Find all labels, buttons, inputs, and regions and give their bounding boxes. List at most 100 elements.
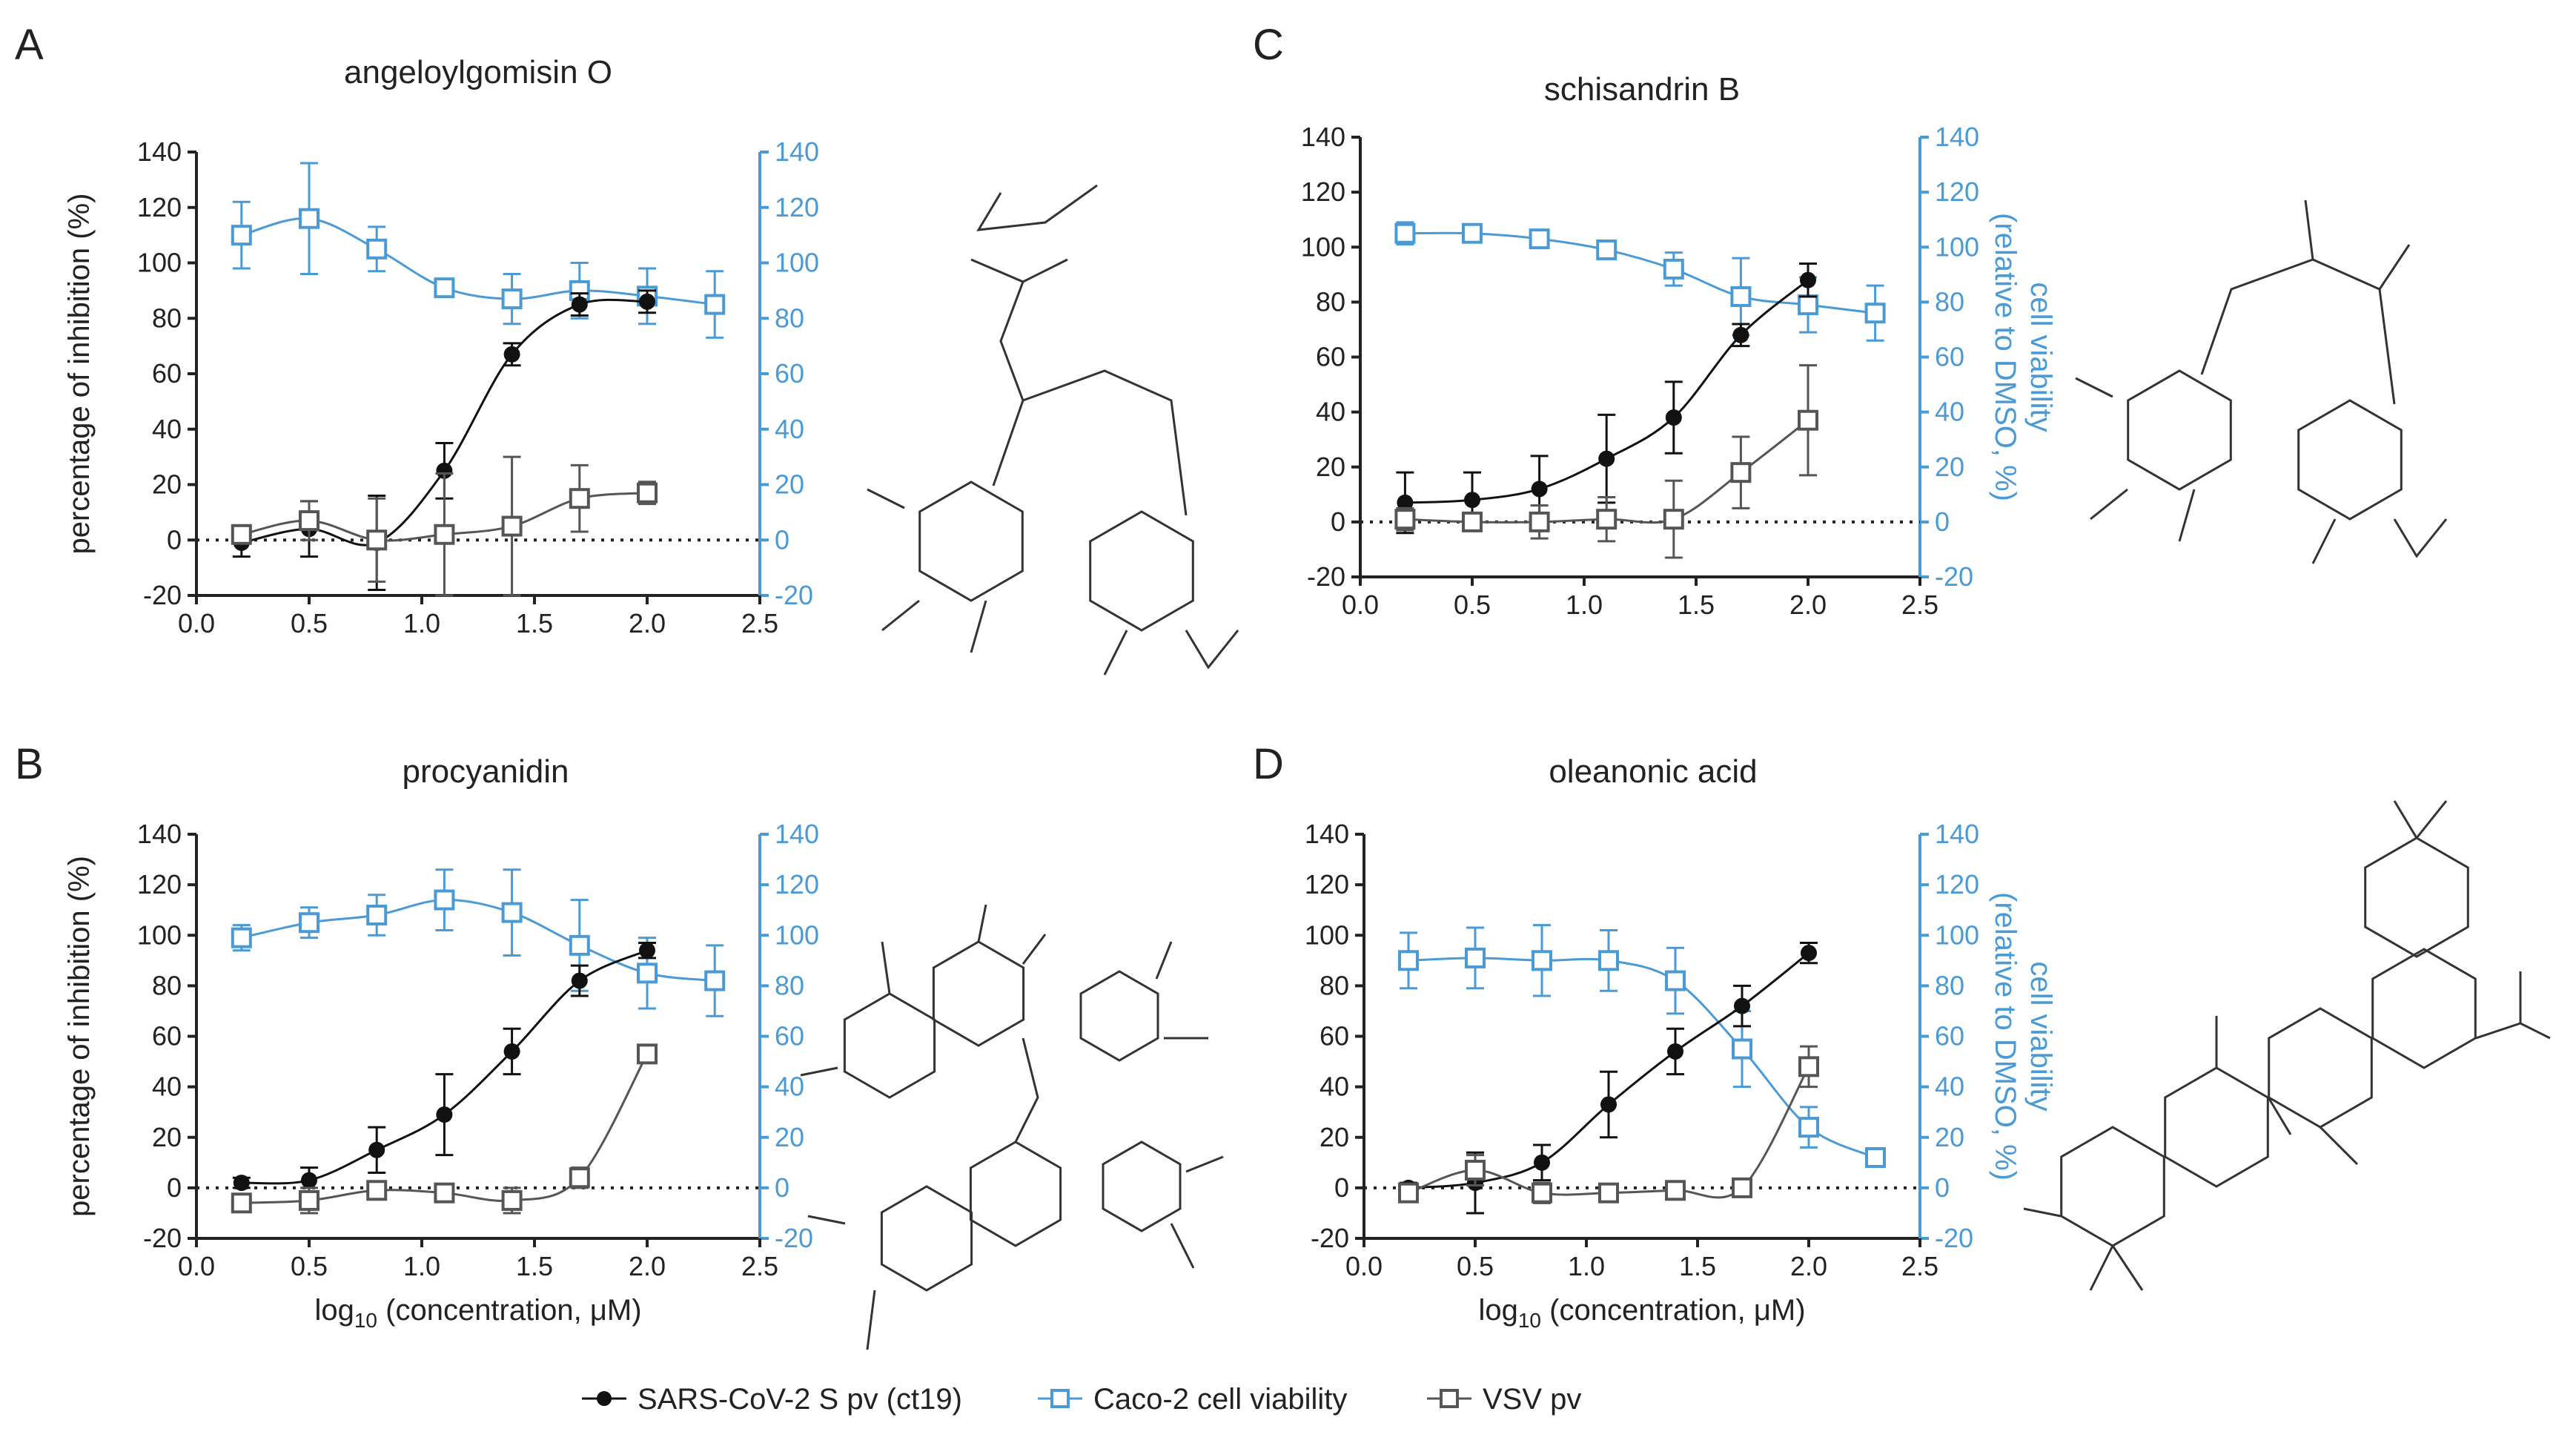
y-tick-label-left: 120 [137,192,182,222]
legend-item: SARS-CoV-2 S pv (ct19) [582,1383,962,1416]
x-tick-label: 0.0 [178,1251,215,1281]
y-tick-label-right: 20 [1935,452,1964,482]
y-tick-label-right: 20 [1935,1122,1964,1152]
data-point [1732,1038,1752,1060]
y-tick-label-right: 80 [1935,970,1964,1000]
data-point [571,972,588,989]
data-point [1663,258,1684,280]
y-axis-title-right: cell viability [2024,282,2057,432]
data-point [503,346,520,363]
data-point [501,1189,523,1211]
data-point [1798,409,1818,431]
y-tick-label-right: 80 [1935,286,1964,317]
chart-title: oleanonic acid [1549,753,1757,790]
data-point [1665,409,1682,426]
bond [918,481,1024,602]
chart-title: schisandrin B [1544,71,1740,108]
bond [867,488,987,653]
data-point [368,1141,385,1158]
x-tick-label: 1.5 [1678,590,1715,620]
y-axis-title-right: (relative to DMSO, %) [1989,892,2022,1181]
data-point [434,1182,455,1204]
panel-letter: C [1253,21,1284,69]
x-tick-label: 2.5 [741,1251,778,1281]
data-point [299,510,319,532]
y-tick-label-right: 80 [775,970,804,1000]
x-tick-label: 1.0 [403,1251,440,1281]
y-tick-label-left: 20 [152,469,182,500]
y-tick-label-left: 140 [137,136,182,167]
bond [2364,836,2469,958]
y-tick-label-right: 40 [775,414,804,444]
y-tick-label-left: 0 [167,1172,182,1203]
data-point [637,1043,658,1065]
y-tick-label-right: 120 [1935,176,1979,207]
y-tick-label-left: -20 [1311,1223,1349,1253]
y-tick-label-right: -20 [775,580,813,610]
y-axis-title-left: percentage of inhibition (%) [63,194,96,555]
y-tick-label-left: 100 [1301,231,1345,262]
data-point [1398,1182,1419,1204]
data-point [1730,462,1752,483]
data-point [434,277,455,299]
y-tick-label-right: 140 [1935,122,1979,152]
y-tick-label-right: 120 [775,869,819,899]
x-tick-label: 1.0 [403,608,440,638]
y-tick-label-left: 80 [1320,970,1349,1000]
y-tick-label-left: 40 [152,414,182,444]
bond [2268,1007,2373,1129]
y-tick-label-left: 40 [1320,1072,1349,1102]
data-point [231,927,252,948]
data-point [1464,492,1480,509]
bond [2164,1066,2269,1188]
data-point [501,515,523,537]
y-tick-label-right: 140 [1935,819,1979,849]
data-point [1734,997,1750,1014]
series-sars-cov-2-s-pv-ct19 [1396,262,1817,535]
y-tick-label-left: -20 [1307,561,1345,592]
y-tick-label-right: 0 [775,524,789,555]
bond [1079,970,1159,1062]
bond [2023,800,2551,1291]
bond [1103,630,1239,676]
data-point [1732,1177,1752,1198]
x-tick-label: 2.5 [1901,1251,1938,1281]
data-point [1394,509,1416,530]
y-tick-label-right: 20 [775,469,804,500]
x-tick-label: 1.5 [516,1251,553,1281]
data-point [571,296,588,313]
y-axis-title-right: cell viability [2024,961,2057,1111]
y-tick-label-left: 80 [152,970,182,1000]
data-point [301,1172,317,1189]
legend-label: SARS-CoV-2 S pv (ct19) [638,1383,962,1416]
bond [2127,369,2232,491]
x-tick-label: 2.0 [629,608,666,638]
data-point [1865,1147,1886,1168]
legend-marker [1440,1389,1459,1408]
y-tick-label-right: -20 [775,1223,813,1253]
x-tick-label: 0.0 [1345,1251,1383,1281]
legend-marker [1050,1389,1070,1408]
chart-title: angeloylgomisin O [344,54,612,90]
bond [2075,377,2196,542]
y-axis-title-right: (relative to DMSO, %) [1989,213,2022,501]
y-tick-label-left: 140 [1305,819,1349,849]
data-point [436,1106,453,1123]
y-tick-label-right: 120 [1935,869,1979,899]
x-tick-label: 2.0 [629,1251,666,1281]
bond [843,992,936,1099]
y-tick-label-left: 60 [1316,342,1345,372]
y-tick-label-left: 80 [152,303,182,333]
x-tick-label: 0.5 [1454,590,1491,620]
data-point [366,905,388,925]
series-vsv-pv [1394,364,1818,559]
y-tick-label-left: 140 [1301,122,1345,152]
panel-letter: D [1253,740,1284,788]
y-tick-label-left: 0 [167,524,182,555]
y-tick-label-left: 0 [1334,1172,1349,1203]
y-tick-label-left: 140 [137,819,182,849]
y-tick-label-left: 100 [137,920,182,950]
